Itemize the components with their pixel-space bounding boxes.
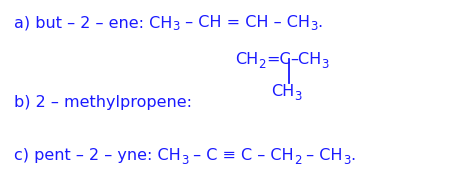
Text: CH: CH (271, 84, 294, 99)
Text: c) pent – 2 – yne: CH: c) pent – 2 – yne: CH (14, 148, 181, 163)
Text: .: . (350, 148, 355, 163)
Text: 3: 3 (343, 153, 350, 167)
Text: – C ≡ C – CH: – C ≡ C – CH (188, 148, 294, 163)
Text: 2: 2 (294, 153, 301, 167)
Text: – CH = CH – CH: – CH = CH – CH (180, 15, 310, 30)
Text: 2: 2 (258, 58, 266, 70)
Text: =C: =C (266, 52, 290, 67)
Text: CH: CH (235, 52, 258, 67)
Text: –CH: –CH (290, 52, 322, 67)
Text: 3: 3 (181, 153, 188, 167)
Text: b) 2 – methylpropene:: b) 2 – methylpropene: (14, 95, 192, 110)
Text: 3: 3 (294, 90, 302, 102)
Text: .: . (317, 15, 322, 30)
Text: 3: 3 (322, 58, 329, 70)
Text: – CH: – CH (301, 148, 343, 163)
Text: 3: 3 (310, 21, 317, 33)
Text: a) but – 2 – ene: CH: a) but – 2 – ene: CH (14, 15, 172, 30)
Text: 3: 3 (172, 21, 180, 33)
